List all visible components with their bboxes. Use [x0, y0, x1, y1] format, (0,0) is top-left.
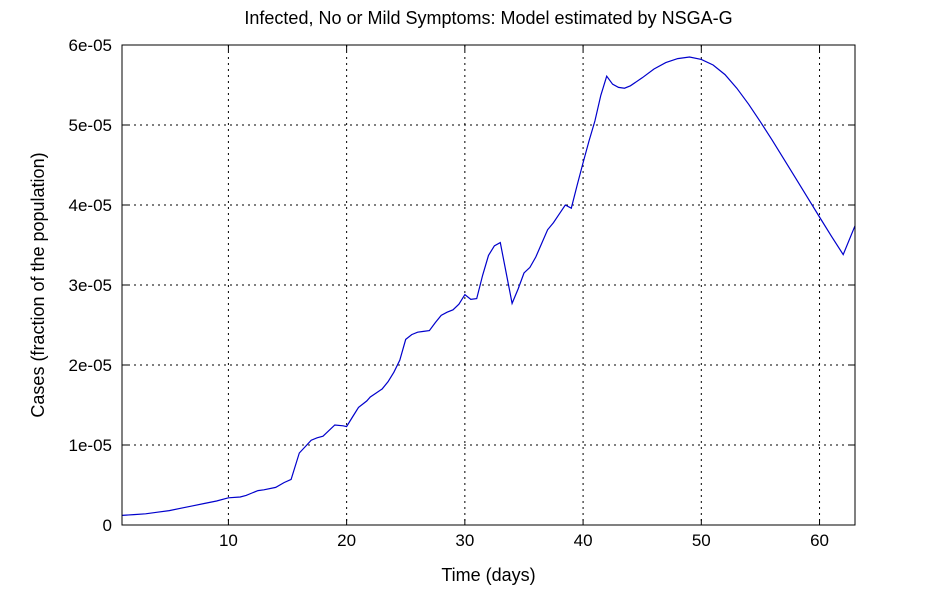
y-tick-label: 2e-05 — [69, 356, 112, 375]
grid-lines — [122, 44, 855, 526]
x-tick-label: 20 — [337, 531, 356, 550]
x-axis-title: Time (days) — [441, 565, 535, 585]
y-tick-label: 1e-05 — [69, 436, 112, 455]
y-tick-label: 3e-05 — [69, 276, 112, 295]
y-tick-label: 5e-05 — [69, 116, 112, 135]
y-tick-label: 6e-05 — [69, 36, 112, 55]
x-tick-label: 30 — [455, 531, 474, 550]
x-tick-label: 50 — [692, 531, 711, 550]
series-line — [121, 56, 856, 516]
x-tick-label: 60 — [810, 531, 829, 550]
x-tick-label: 40 — [574, 531, 593, 550]
y-tick-label: 4e-05 — [69, 196, 112, 215]
x-tick-label: 10 — [219, 531, 238, 550]
chart-title: Infected, No or Mild Symptoms: Model est… — [244, 8, 732, 28]
y-tick-label: 0 — [103, 516, 112, 535]
axis-ticks: 10 20 30 40 50 60 0 1e-05 2e-05 3e-05 4e-05 5e-05 6e… — [69, 36, 855, 550]
y-axis-title: Cases (fraction of the population) — [28, 152, 48, 417]
